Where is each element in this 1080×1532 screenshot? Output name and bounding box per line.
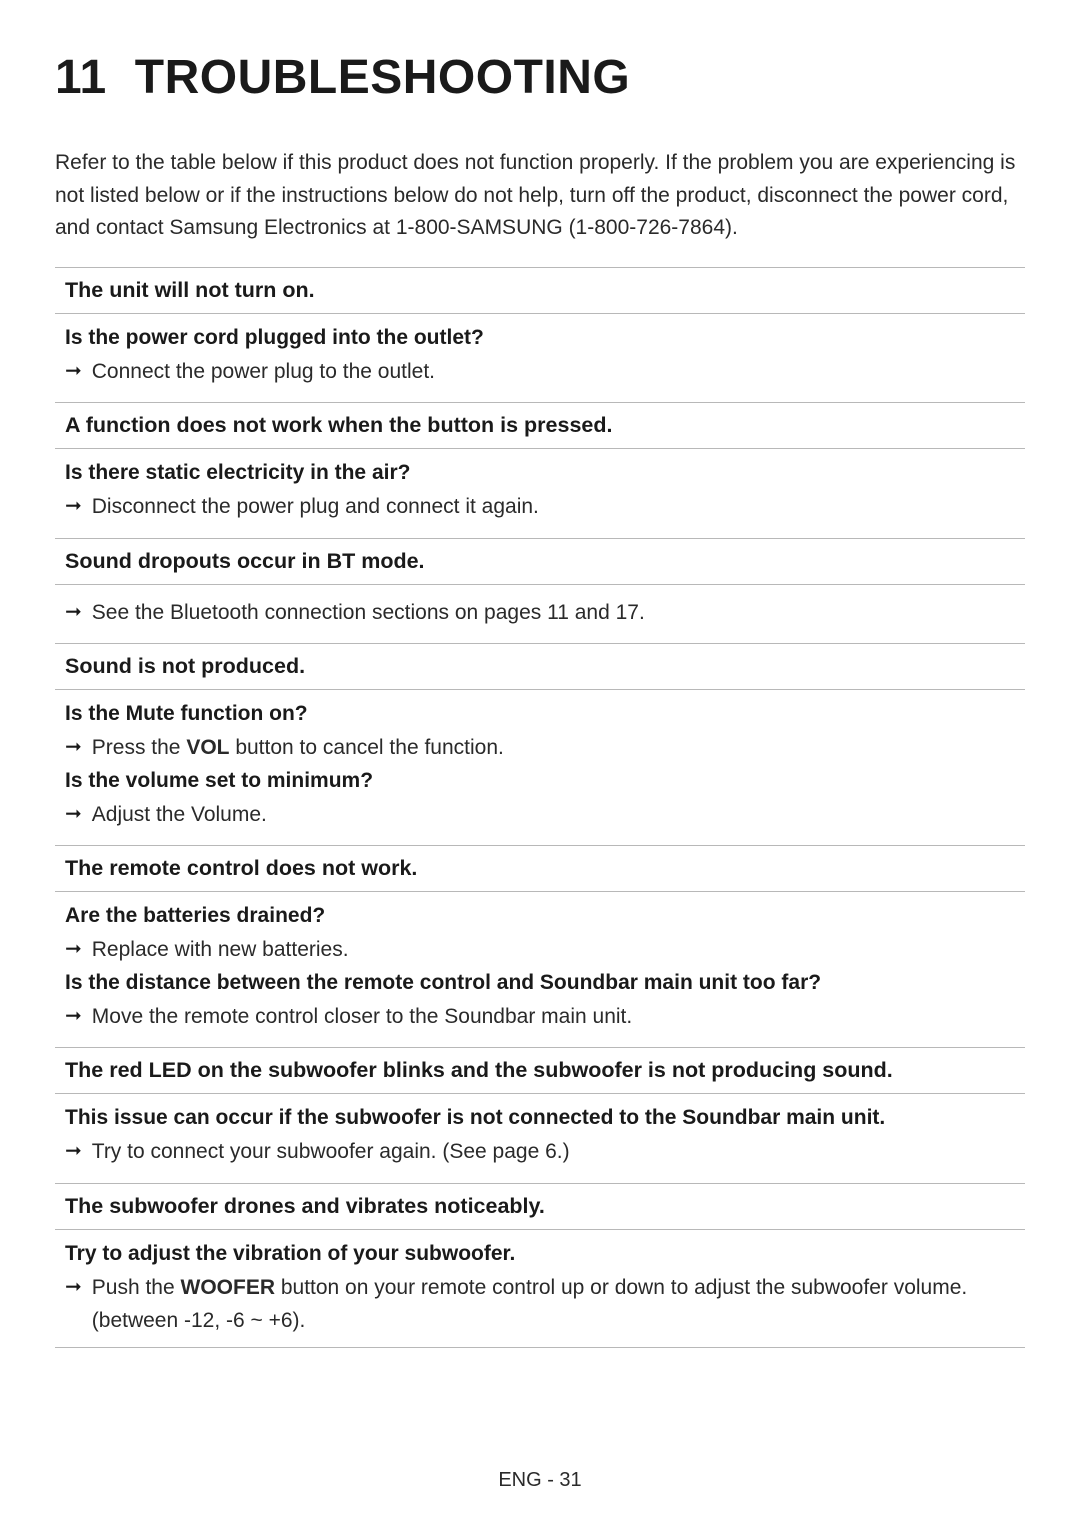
answer-text: Press the VOL button to cancel the funct… <box>92 732 504 765</box>
answer-text: Move the remote control closer to the So… <box>92 1001 632 1034</box>
question-text: Is the distance between the remote contr… <box>55 971 1025 995</box>
end-divider <box>55 1347 1025 1348</box>
section-header: Sound is not produced. <box>55 643 1025 690</box>
intro-paragraph: Refer to the table below if this product… <box>55 147 1025 245</box>
section-header: The remote control does not work. <box>55 845 1025 892</box>
question-text: Is the power cord plugged into the outle… <box>55 326 1025 350</box>
section-header: The subwoofer drones and vibrates notice… <box>55 1183 1025 1230</box>
arrow-icon: ➞ <box>65 936 82 961</box>
chapter-title: 11 TROUBLESHOOTING <box>55 50 1025 105</box>
answer-row: ➞ Try to connect your subwoofer again. (… <box>55 1136 1025 1169</box>
section-header: The red LED on the subwoofer blinks and … <box>55 1047 1025 1094</box>
section-header-text: Sound is not produced. <box>65 654 1025 679</box>
arrow-icon: ➞ <box>65 801 82 826</box>
question-text: Is there static electricity in the air? <box>55 461 1025 485</box>
arrow-icon: ➞ <box>65 493 82 518</box>
chapter-number: 11 <box>55 50 107 105</box>
answer-text: Push the WOOFER button on your remote co… <box>92 1272 1025 1337</box>
answer-text: See the Bluetooth connection sections on… <box>92 597 645 630</box>
section-header-text: The red LED on the subwoofer blinks and … <box>65 1058 1025 1083</box>
section-header-text: The subwoofer drones and vibrates notice… <box>65 1194 1025 1219</box>
answer-row: ➞ Press the VOL button to cancel the fun… <box>55 732 1025 765</box>
answer-text: Connect the power plug to the outlet. <box>92 356 435 389</box>
answer-row: ➞ Connect the power plug to the outlet. <box>55 356 1025 389</box>
section-header: The unit will not turn on. <box>55 267 1025 314</box>
question-text: Is the volume set to minimum? <box>55 769 1025 793</box>
page-footer: ENG - 31 <box>0 1469 1080 1492</box>
question-text: This issue can occur if the subwoofer is… <box>55 1106 1025 1130</box>
arrow-icon: ➞ <box>65 599 82 624</box>
section-header-text: The unit will not turn on. <box>65 278 1025 303</box>
question-text: Try to adjust the vibration of your subw… <box>55 1242 1025 1266</box>
section-header-text: The remote control does not work. <box>65 856 1025 881</box>
answer-row: ➞ Replace with new batteries. <box>55 934 1025 967</box>
arrow-icon: ➞ <box>65 1003 82 1028</box>
arrow-icon: ➞ <box>65 734 82 759</box>
answer-text: Try to connect your subwoofer again. (Se… <box>92 1136 570 1169</box>
section-header-text: Sound dropouts occur in BT mode. <box>65 549 1025 574</box>
answer-row: ➞ Push the WOOFER button on your remote … <box>55 1272 1025 1337</box>
arrow-icon: ➞ <box>65 358 82 383</box>
section-header: Sound dropouts occur in BT mode. <box>55 538 1025 585</box>
answer-row: ➞ Disconnect the power plug and connect … <box>55 491 1025 524</box>
answer-text: Disconnect the power plug and connect it… <box>92 491 539 524</box>
chapter-name: TROUBLESHOOTING <box>135 51 631 104</box>
answer-text: Adjust the Volume. <box>92 799 267 832</box>
answer-text: Replace with new batteries. <box>92 934 349 967</box>
answer-row: ➞ Move the remote control closer to the … <box>55 1001 1025 1034</box>
answer-row: ➞ Adjust the Volume. <box>55 799 1025 832</box>
answer-row: ➞ See the Bluetooth connection sections … <box>55 597 1025 630</box>
question-text: Are the batteries drained? <box>55 904 1025 928</box>
arrow-icon: ➞ <box>65 1274 82 1299</box>
section-header-text: A function does not work when the button… <box>65 413 1025 438</box>
arrow-icon: ➞ <box>65 1138 82 1163</box>
question-text: Is the Mute function on? <box>55 702 1025 726</box>
section-header: A function does not work when the button… <box>55 402 1025 449</box>
